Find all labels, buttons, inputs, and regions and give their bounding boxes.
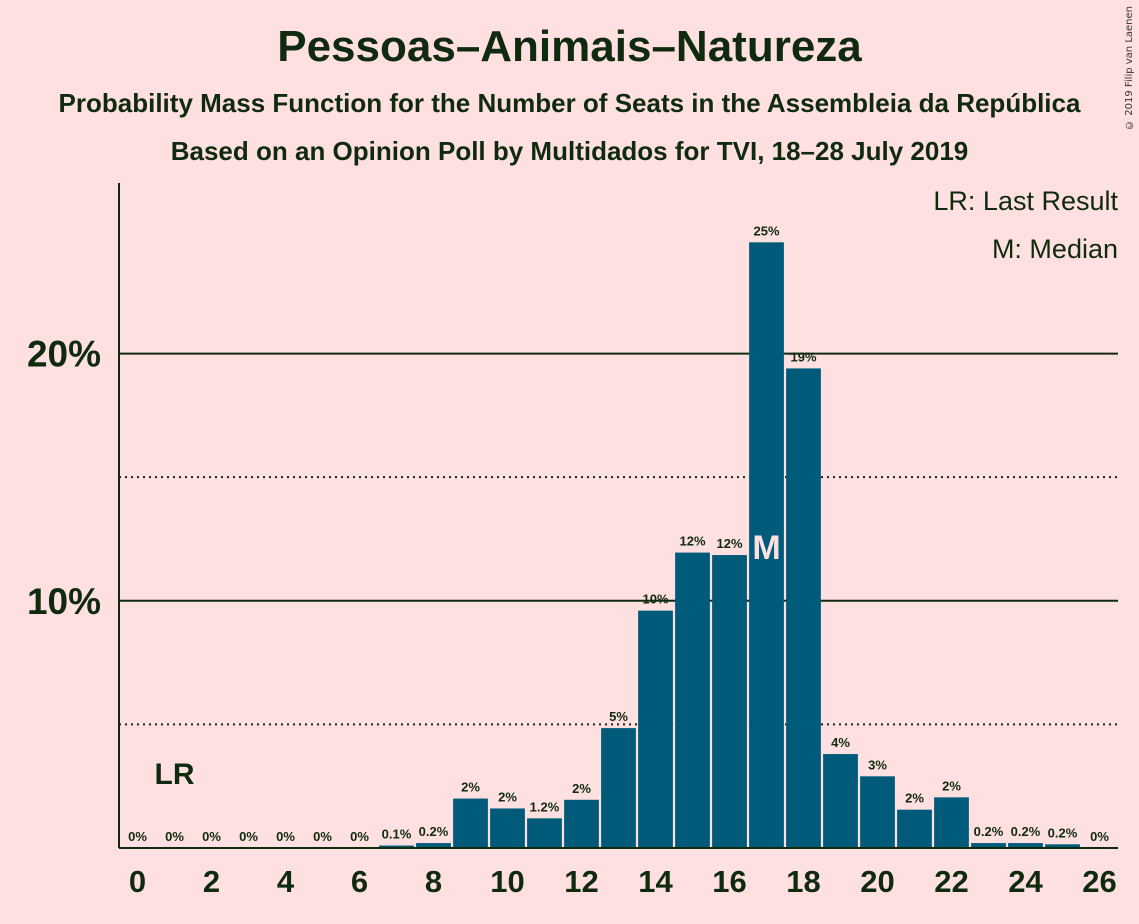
bar-label-8: 0.2% bbox=[419, 824, 449, 839]
bar-16 bbox=[712, 555, 747, 848]
bar-label-21: 2% bbox=[905, 791, 924, 806]
markers: LR M bbox=[155, 529, 781, 791]
bar-label-19: 4% bbox=[831, 735, 850, 750]
bar-10 bbox=[490, 808, 525, 848]
x-tick-label-2: 2 bbox=[203, 864, 220, 899]
bar-17 bbox=[749, 242, 784, 848]
bar-14 bbox=[638, 610, 673, 848]
x-tick-label-4: 4 bbox=[277, 864, 295, 899]
bar-label-14: 10% bbox=[642, 592, 668, 607]
bar-label-1: 0% bbox=[165, 829, 184, 844]
x-tick-label-12: 12 bbox=[564, 864, 598, 899]
bar-11 bbox=[527, 818, 562, 848]
grid-lines bbox=[119, 352, 1118, 726]
bar-label-24: 0.2% bbox=[1011, 824, 1041, 839]
x-tick-label-20: 20 bbox=[860, 864, 894, 899]
bar-label-12: 2% bbox=[572, 781, 591, 796]
x-tick-label-26: 26 bbox=[1082, 864, 1116, 899]
bar-22 bbox=[934, 797, 969, 848]
bar-24 bbox=[1008, 843, 1043, 848]
x-tick-label-14: 14 bbox=[638, 864, 673, 899]
bar-label-9: 2% bbox=[461, 780, 480, 795]
chart-title: Pessoas–Animais–Natureza bbox=[277, 22, 862, 71]
x-tick-label-22: 22 bbox=[934, 864, 968, 899]
bar-label-4: 0% bbox=[276, 829, 295, 844]
bar-label-0: 0% bbox=[128, 829, 147, 844]
bar-label-6: 0% bbox=[350, 829, 369, 844]
chart-subtitle-source: Based on an Opinion Poll by Multidados f… bbox=[170, 136, 969, 166]
bar-label-22: 2% bbox=[942, 778, 961, 793]
bar-12 bbox=[564, 799, 599, 848]
bar-label-11: 1.2% bbox=[530, 799, 560, 814]
bar-label-10: 2% bbox=[498, 789, 517, 804]
bars bbox=[379, 242, 1080, 848]
bar-label-13: 5% bbox=[609, 709, 628, 724]
x-tick-label-6: 6 bbox=[351, 864, 368, 899]
bar-label-20: 3% bbox=[868, 757, 887, 772]
bar-label-3: 0% bbox=[239, 829, 258, 844]
bar-label-25: 0.2% bbox=[1048, 825, 1078, 840]
x-tick-label-10: 10 bbox=[490, 864, 524, 899]
bar-13 bbox=[601, 728, 636, 848]
chart-subtitle: Probability Mass Function for the Number… bbox=[58, 88, 1081, 118]
bar-20 bbox=[860, 776, 895, 848]
bar-label-26: 0% bbox=[1090, 829, 1109, 844]
y-tick-label-20: 20% bbox=[27, 334, 101, 375]
bar-15 bbox=[675, 552, 710, 848]
x-tick-label-18: 18 bbox=[786, 864, 820, 899]
legend-median: M: Median bbox=[992, 234, 1118, 264]
bar-label-16: 12% bbox=[716, 536, 742, 551]
bar-23 bbox=[971, 843, 1006, 848]
last-result-marker: LR bbox=[155, 758, 195, 791]
bar-label-15: 12% bbox=[679, 534, 705, 549]
median-marker: M bbox=[752, 529, 780, 567]
bar-label-5: 0% bbox=[313, 829, 332, 844]
bar-label-2: 0% bbox=[202, 829, 221, 844]
bar-label-23: 0.2% bbox=[974, 824, 1004, 839]
legend: LR: Last Result M: Median bbox=[933, 186, 1118, 264]
bar-label-17: 25% bbox=[753, 223, 779, 238]
bar-label-18: 19% bbox=[790, 349, 816, 364]
bar-25 bbox=[1045, 844, 1080, 848]
x-tick-label-0: 0 bbox=[129, 864, 146, 899]
legend-last-result: LR: Last Result bbox=[933, 186, 1118, 216]
x-tick-label-24: 24 bbox=[1008, 864, 1043, 899]
y-tick-label-10: 10% bbox=[27, 581, 101, 622]
bar-21 bbox=[897, 809, 932, 848]
bar-18 bbox=[786, 368, 821, 848]
bar-9 bbox=[453, 798, 488, 848]
x-tick-label-16: 16 bbox=[712, 864, 746, 899]
x-tick-label-8: 8 bbox=[425, 864, 442, 899]
bar-7 bbox=[379, 845, 414, 848]
bar-label-7: 0.1% bbox=[382, 827, 412, 842]
bar-labels: 0% 0% 0% 0% 0% 0% 0% 0.1% 0.2% 2% 2% 1.2% 2% 5% 10% 12%… bbox=[128, 223, 1109, 844]
bar-19 bbox=[823, 754, 858, 848]
bar-8 bbox=[416, 843, 451, 848]
